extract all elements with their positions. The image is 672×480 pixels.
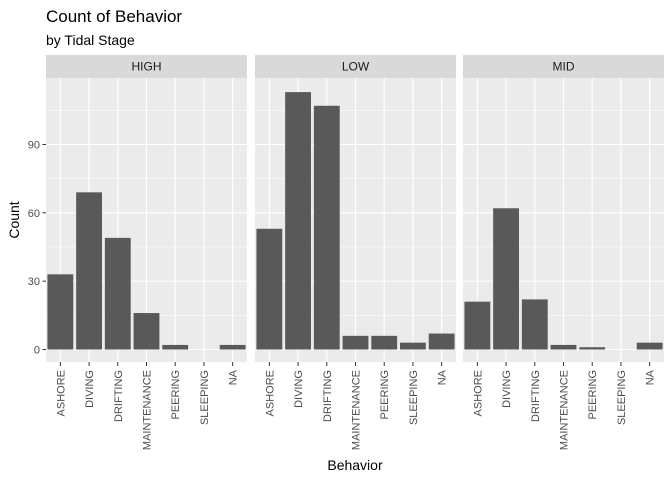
bar-mid-na — [636, 342, 663, 350]
bar-high-diving — [76, 192, 102, 350]
x-tick-label: NA — [645, 369, 657, 385]
x-tick-label: DIVING — [501, 370, 513, 408]
bar-low-sleeping — [400, 342, 426, 350]
facet-panels: 0 30 60 90 HIGH ASHORE DIVING DRIFTING MAINTENAN… — [28, 55, 664, 450]
y-tick-label: 90 — [28, 140, 40, 152]
x-tick-label: ASHORE — [264, 370, 276, 416]
chart-subtitle: by Tidal Stage — [46, 32, 135, 48]
facet-panel-high: HIGH ASHORE DIVING DRIFTING MAINTENANCE PEERI… — [46, 55, 247, 450]
x-tick-label: PEERING — [587, 370, 599, 420]
x-tick-label: DRIFTING — [530, 370, 542, 422]
facet-strip-label: LOW — [342, 60, 370, 74]
x-tick-label: MAINTENANCE — [142, 370, 154, 450]
x-axis-title: Behavior — [327, 457, 383, 473]
facet-strip-label: HIGH — [132, 60, 162, 74]
facet-strip — [255, 55, 456, 78]
bar-high-maintenance — [133, 313, 160, 350]
bar-low-diving — [285, 92, 311, 350]
bar-low-drifting — [313, 105, 340, 350]
facet-strip — [463, 55, 664, 78]
bar-mid-ashore — [464, 301, 491, 350]
facet-strip-label: MID — [553, 60, 575, 74]
x-tick-label: DIVING — [84, 370, 96, 408]
x-tick-label: PEERING — [379, 370, 391, 420]
bar-low-ashore — [256, 228, 283, 350]
x-tick-label: DRIFTING — [322, 370, 334, 422]
facet-panel-low: LOW ASHORE DIVING DRIFTING MAINTENANCE PEERIN… — [255, 55, 456, 450]
chart-title: Count of Behavior — [46, 7, 182, 26]
facet-panel-mid: MID ASHORE DIVING DRIFTING MAINTENANCE PEERIN… — [463, 55, 664, 450]
x-tick-label: PEERING — [170, 370, 182, 420]
y-axis-title: Count — [6, 201, 22, 238]
bar-low-maintenance — [342, 335, 369, 350]
x-tick-label: MAINTENANCE — [351, 370, 363, 450]
y-tick-label: 60 — [28, 208, 40, 220]
y-tick-label: 30 — [28, 276, 40, 288]
bar-low-peering — [371, 335, 398, 350]
x-tick-label: DIVING — [293, 370, 305, 408]
bar-mid-maintenance — [550, 344, 577, 350]
bar-high-ashore — [47, 274, 74, 350]
x-tick-label: SLEEPING — [199, 370, 211, 425]
x-tick-label: ASHORE — [55, 370, 67, 416]
bar-high-drifting — [104, 237, 131, 350]
facet-strip — [46, 55, 247, 78]
y-tick-label: 0 — [34, 345, 40, 357]
bar-high-peering — [162, 344, 189, 350]
x-tick-label: ASHORE — [472, 370, 484, 416]
bar-high-na — [219, 344, 246, 350]
x-tick-label: NA — [228, 369, 240, 385]
bar-mid-drifting — [521, 299, 548, 350]
x-tick-label: NA — [437, 369, 449, 385]
x-tick-label: MAINTENANCE — [559, 370, 571, 450]
bar-mid-diving — [493, 208, 519, 350]
bar-mid-peering — [579, 347, 606, 350]
bar-low-na — [428, 333, 455, 350]
x-tick-label: DRIFTING — [113, 370, 125, 422]
x-tick-label: SLEEPING — [408, 370, 420, 425]
x-tick-label: SLEEPING — [616, 370, 628, 425]
